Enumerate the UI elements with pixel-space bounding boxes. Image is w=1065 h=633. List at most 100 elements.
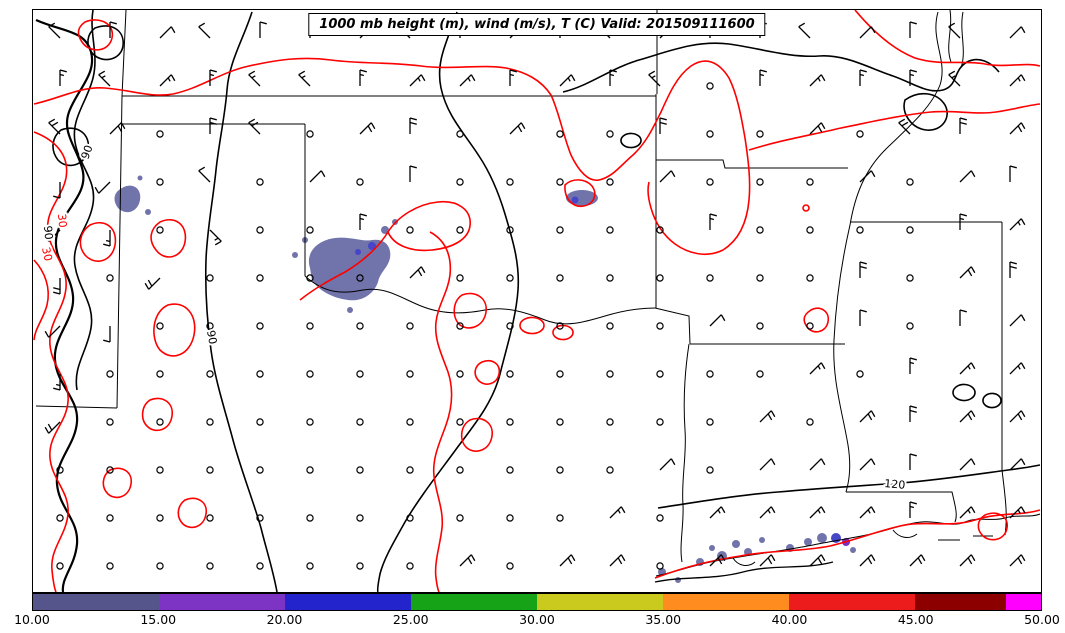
colorbar-tick-label: 15.00: [140, 612, 177, 627]
wind-barb: [860, 70, 867, 86]
wind-barb: [310, 171, 325, 182]
temp-contour-connect: [300, 232, 388, 300]
calm-circle: [757, 227, 763, 233]
colorbar-segment: [915, 594, 1006, 610]
contour-label: 120: [884, 477, 906, 492]
calm-circle: [357, 179, 363, 185]
height-contour-loop: [904, 94, 947, 131]
calm-circle: [507, 515, 513, 521]
wind-barb: [410, 166, 417, 182]
temp-contour-panhandle: [388, 202, 470, 251]
calm-circle: [557, 227, 563, 233]
wind-barb: [860, 262, 867, 278]
wind-barb: [860, 459, 875, 470]
calm-circle: [707, 179, 713, 185]
calm-circle: [107, 371, 113, 377]
height-contour-center: [378, 12, 519, 592]
calm-circle: [207, 467, 213, 473]
temp-contour-loop: [804, 308, 828, 331]
wind-barb: [860, 310, 867, 326]
calm-circle: [607, 467, 613, 473]
calm-circle: [557, 323, 563, 329]
calm-circle: [557, 275, 563, 281]
wind-barb: [210, 230, 221, 245]
wind-barb: [760, 70, 767, 86]
wind-barb: [710, 555, 725, 566]
state-border: [655, 308, 690, 344]
calm-circle: [207, 419, 213, 425]
colorbar-tick-label: 10.00: [14, 612, 50, 627]
calm-circle: [857, 227, 863, 233]
state-border: [117, 10, 126, 408]
calm-circle: [757, 275, 763, 281]
colorbar-tick-label: 25.00: [392, 612, 429, 627]
wind-barb: [53, 278, 60, 294]
temp-contour-loop: [454, 294, 486, 328]
calm-circle: [707, 131, 713, 137]
wind-barb: [45, 422, 60, 433]
wind-barb: [910, 555, 925, 566]
temp-contour-topright: [855, 10, 1040, 66]
wind-barb: [1010, 555, 1025, 566]
colorbar-tick-label: 30.00: [519, 612, 555, 627]
calm-circle: [207, 275, 213, 281]
wind-barb: [910, 502, 917, 518]
calm-circle: [657, 563, 663, 569]
colorbar-tick-label: 35.00: [645, 612, 682, 627]
calm-circle: [907, 323, 913, 329]
calm-circle: [457, 515, 463, 521]
precip-speck-blue: [368, 242, 376, 250]
wind-barb: [1010, 459, 1025, 470]
calm-circle: [907, 179, 913, 185]
precip-coastal-specks: [658, 533, 856, 583]
contour-label: 90: [204, 329, 219, 345]
calm-circle: [157, 515, 163, 521]
calm-circle: [407, 515, 413, 521]
wind-barb: [110, 123, 125, 134]
wind-barb: [960, 214, 967, 230]
colorbar: [32, 593, 1042, 611]
temp-contour-loop: [553, 325, 573, 339]
calm-circle: [157, 227, 163, 233]
wind-barb: [1010, 262, 1017, 278]
wind-barb: [560, 555, 575, 566]
wind-barb: [1010, 27, 1025, 38]
contour-label: 30: [55, 213, 69, 228]
coastal-detail: [893, 530, 917, 537]
temp-contour-strand: [34, 260, 48, 340]
calm-circle: [207, 563, 213, 569]
colorbar-segment: [285, 594, 411, 610]
temp-contour-center: [430, 232, 452, 592]
state-border-sabine: [681, 344, 689, 562]
wind-barb: [710, 507, 725, 518]
calm-circle: [857, 131, 863, 137]
calm-circle: [507, 227, 513, 233]
calm-circle: [557, 515, 563, 521]
wind-barb: [53, 374, 60, 390]
calm-circle: [557, 131, 563, 137]
height-contour-topright: [563, 43, 999, 92]
wind-barb: [960, 363, 975, 374]
wind-barb: [260, 22, 267, 38]
calm-circle: [307, 323, 313, 329]
wind-barb: [899, 119, 910, 134]
wind-barb: [860, 555, 875, 566]
calm-circle: [607, 275, 613, 281]
calm-circle: [657, 515, 663, 521]
colorbar-tick-label: 45.00: [897, 612, 934, 627]
calm-circle: [607, 179, 613, 185]
precip-speck: [347, 307, 353, 313]
temperature-contours-layer: [34, 10, 1040, 592]
calm-circle: [307, 227, 313, 233]
calm-circle: [357, 467, 363, 473]
colorbar-segment: [411, 594, 537, 610]
calm-circle: [457, 227, 463, 233]
calm-circle: [757, 371, 763, 377]
wind-barb: [960, 411, 975, 422]
wind-stations-layer: [45, 22, 1025, 569]
wind-barb: [145, 278, 160, 289]
wind-barb: [810, 123, 825, 134]
wind-barb: [1010, 363, 1025, 374]
wind-barb: [810, 459, 825, 470]
wind-barb: [410, 75, 425, 86]
